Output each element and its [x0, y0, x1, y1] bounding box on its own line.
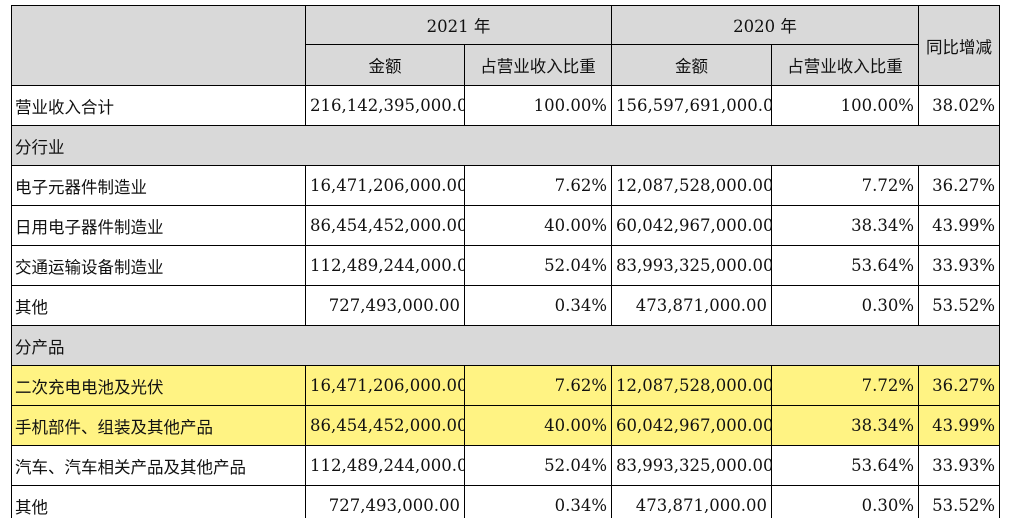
table-row-highlighted: 二次充电电池及光伏 16,471,206,000.00 7.62% 12,087… — [11, 365, 1000, 406]
row-label: 其他 — [11, 285, 306, 326]
header-row-years: 2021 年 2020 年 同比增减 — [11, 5, 1000, 86]
row-yoy: 43.99% — [918, 205, 1000, 246]
header-amount-2021: 金额 — [305, 44, 465, 86]
row-amount-2020: 83,993,325,000.00 — [611, 445, 772, 486]
section-row-product: 分产品 — [11, 325, 1000, 366]
row-ratio-2021: 0.34% — [464, 485, 612, 518]
row-ratio-2020: 7.72% — [771, 165, 919, 206]
row-label: 其他 — [11, 485, 306, 518]
row-amount-2021: 86,454,452,000.00 — [305, 205, 465, 246]
row-label: 交通运输设备制造业 — [11, 245, 306, 286]
row-amount-2021: 86,454,452,000.00 — [305, 405, 465, 446]
total-ratio-2021: 100.00% — [464, 85, 612, 126]
table-row: 其他 727,493,000.00 0.34% 473,871,000.00 0… — [11, 485, 1000, 518]
row-amount-2021: 16,471,206,000.00 — [305, 365, 465, 406]
row-ratio-2020: 53.64% — [771, 245, 919, 286]
row-yoy: 53.52% — [918, 285, 1000, 326]
row-amount-2020: 473,871,000.00 — [611, 285, 772, 326]
row-label: 电子元器件制造业 — [11, 165, 306, 206]
row-amount-2020: 60,042,967,000.00 — [611, 205, 772, 246]
total-yoy: 38.02% — [918, 85, 1000, 126]
row-amount-2021: 112,489,244,000.00 — [305, 445, 465, 486]
total-amount-2021: 216,142,395,000.00 — [305, 85, 465, 126]
header-year-2021: 2021 年 — [305, 5, 612, 45]
section-product-label: 分产品 — [11, 325, 1000, 366]
row-ratio-2021: 52.04% — [464, 245, 612, 286]
row-ratio-2020: 38.34% — [771, 205, 919, 246]
row-yoy: 33.93% — [918, 445, 1000, 486]
header-row-columns: 金额 占营业收入比重 金额 占营业收入比重 — [12, 44, 1000, 86]
row-ratio-2020: 7.72% — [771, 365, 919, 406]
row-ratio-2021: 0.34% — [464, 285, 612, 326]
row-amount-2021: 727,493,000.00 — [305, 285, 465, 326]
row-ratio-2021: 52.04% — [464, 445, 612, 486]
row-amount-2020: 60,042,967,000.00 — [611, 405, 772, 446]
total-label: 营业收入合计 — [11, 85, 306, 126]
row-ratio-2021: 7.62% — [464, 365, 612, 406]
row-amount-2020: 473,871,000.00 — [611, 485, 772, 518]
table-row: 电子元器件制造业 16,471,206,000.00 7.62% 12,087,… — [11, 165, 1000, 206]
row-amount-2021: 112,489,244,000.00 — [305, 245, 465, 286]
section-industry-label: 分行业 — [11, 125, 1000, 166]
header-ratio-2020: 占营业收入比重 — [771, 44, 919, 86]
row-amount-2021: 727,493,000.00 — [305, 485, 465, 518]
header-blank-cell — [11, 5, 306, 86]
table-row: 其他 727,493,000.00 0.34% 473,871,000.00 0… — [11, 285, 1000, 326]
total-amount-2020: 156,597,691,000.00 — [611, 85, 772, 126]
table-row-highlighted: 手机部件、组装及其他产品 86,454,452,000.00 40.00% 60… — [11, 405, 1000, 446]
row-amount-2020: 83,993,325,000.00 — [611, 245, 772, 286]
row-ratio-2020: 0.30% — [771, 485, 919, 518]
row-yoy: 33.93% — [918, 245, 1000, 286]
row-ratio-2021: 7.62% — [464, 165, 612, 206]
table-row: 汽车、汽车相关产品及其他产品 112,489,244,000.00 52.04%… — [11, 445, 1000, 486]
table-row: 交通运输设备制造业 112,489,244,000.00 52.04% 83,9… — [11, 245, 1000, 286]
row-ratio-2020: 38.34% — [771, 405, 919, 446]
row-amount-2020: 12,087,528,000.00 — [611, 165, 772, 206]
row-yoy: 36.27% — [918, 365, 1000, 406]
row-yoy: 43.99% — [918, 405, 1000, 446]
row-ratio-2020: 0.30% — [771, 285, 919, 326]
row-label: 手机部件、组装及其他产品 — [11, 405, 306, 446]
header-yoy: 同比增减 — [918, 5, 1000, 86]
row-label: 二次充电电池及光伏 — [11, 365, 306, 406]
total-ratio-2020: 100.00% — [771, 85, 919, 126]
table-row: 日用电子器件制造业 86,454,452,000.00 40.00% 60,04… — [11, 205, 1000, 246]
revenue-table: 2021 年 2020 年 同比增减 金额 占营业收入比重 金额 占营业收入比重… — [11, 5, 1000, 518]
header-year-2020: 2020 年 — [611, 5, 919, 45]
header-ratio-2021: 占营业收入比重 — [464, 44, 612, 86]
row-label: 日用电子器件制造业 — [11, 205, 306, 246]
row-ratio-2021: 40.00% — [464, 205, 612, 246]
row-ratio-2020: 53.64% — [771, 445, 919, 486]
row-yoy: 36.27% — [918, 165, 1000, 206]
revenue-table-container: 2021 年 2020 年 同比增减 金额 占营业收入比重 金额 占营业收入比重… — [11, 5, 1001, 518]
total-row: 营业收入合计 216,142,395,000.00 100.00% 156,59… — [11, 85, 1000, 126]
row-amount-2020: 12,087,528,000.00 — [611, 365, 772, 406]
row-label: 汽车、汽车相关产品及其他产品 — [11, 445, 306, 486]
row-amount-2021: 16,471,206,000.00 — [305, 165, 465, 206]
row-ratio-2021: 40.00% — [464, 405, 612, 446]
section-row-industry: 分行业 — [11, 125, 1000, 166]
row-yoy: 53.52% — [918, 485, 1000, 518]
header-amount-2020: 金额 — [611, 44, 772, 86]
